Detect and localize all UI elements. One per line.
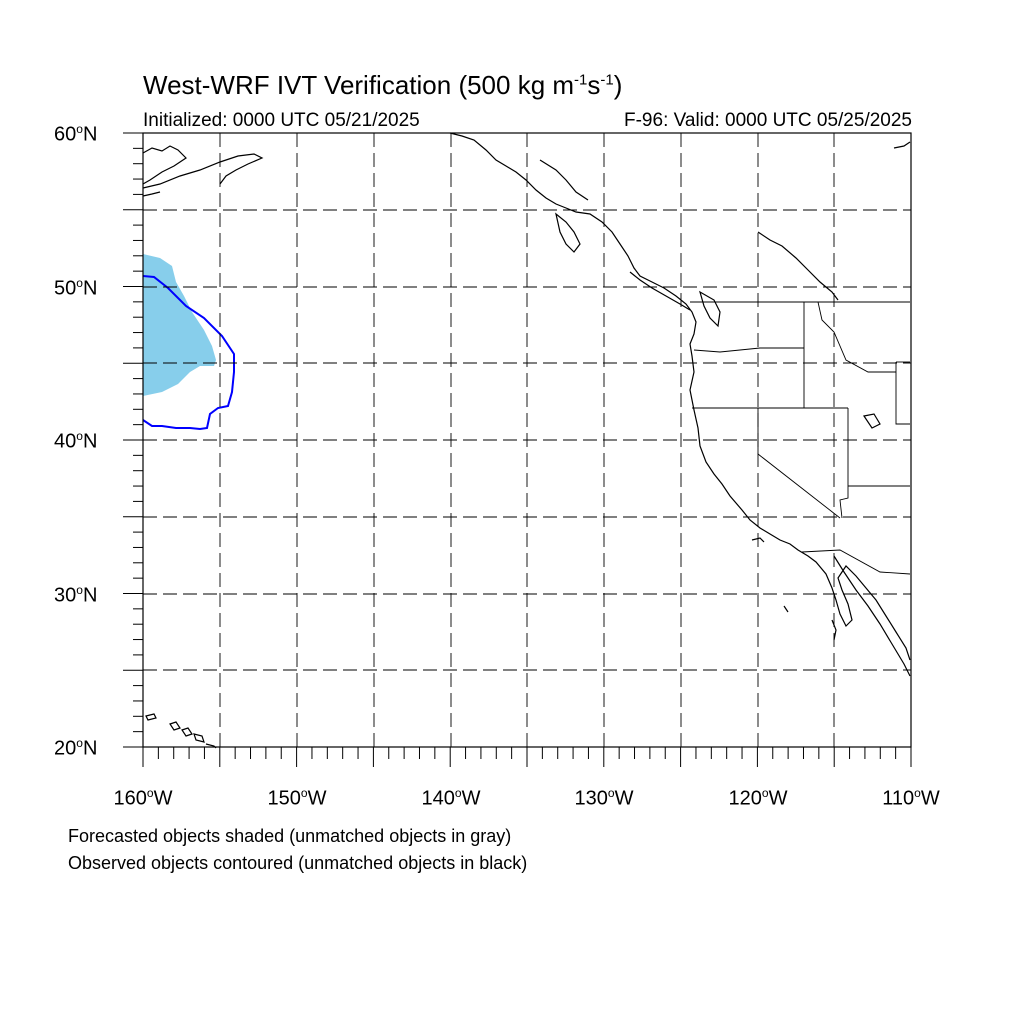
forecast-legend-note: Forecasted objects shaded (unmatched obj… (68, 826, 512, 846)
axis-ticks (123, 132, 912, 767)
lat-label-60: 60oN (54, 122, 98, 146)
lon-label-160: 160oW (113, 786, 173, 810)
lat-label-20: 20oN (54, 736, 98, 760)
coastlines (142, 132, 911, 749)
lat-label-30: 30oN (54, 583, 98, 607)
forecast-ivt-object (143, 254, 216, 396)
gridlines (143, 133, 911, 747)
lon-label-140: 140oW (421, 786, 481, 810)
lat-label-40: 40oN (54, 429, 98, 453)
valid-time: F-96: Valid: 0000 UTC 05/25/2025 (624, 110, 912, 131)
observed-ivt-contour (142, 275, 235, 431)
initialized-time: Initialized: 0000 UTC 05/21/2025 (143, 110, 420, 131)
lon-label-110: 110oW (882, 786, 940, 810)
political-borders (690, 301, 911, 575)
lon-label-120: 120oW (728, 786, 788, 810)
plot-title: West-WRF IVT Verification (500 kg m-1s-1… (143, 70, 623, 100)
observed-legend-note: Observed objects contoured (unmatched ob… (68, 853, 528, 873)
lon-label-130: 130oW (574, 786, 634, 810)
lon-label-150: 150oW (267, 786, 327, 810)
lat-label-50: 50oN (54, 276, 98, 300)
